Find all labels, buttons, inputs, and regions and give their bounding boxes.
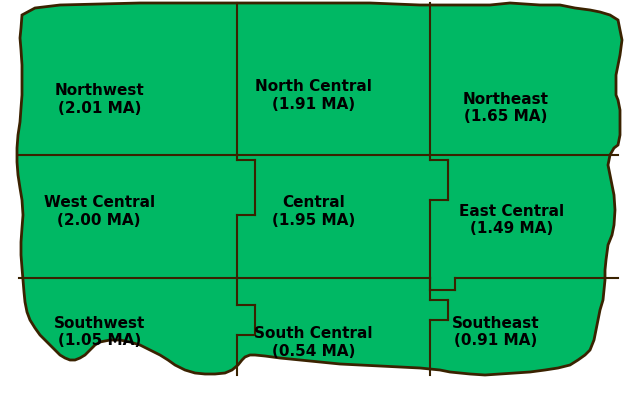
Text: Southeast
(0.91 MA): Southeast (0.91 MA)	[452, 316, 540, 348]
Text: West Central
(2.00 MA): West Central (2.00 MA)	[44, 195, 155, 228]
Text: South Central
(0.54 MA): South Central (0.54 MA)	[254, 326, 373, 359]
Text: Southwest
(1.05 MA): Southwest (1.05 MA)	[54, 316, 145, 348]
Text: Central
(1.95 MA): Central (1.95 MA)	[272, 195, 355, 228]
Polygon shape	[17, 3, 622, 375]
Text: Northeast
(1.65 MA): Northeast (1.65 MA)	[463, 92, 548, 124]
Text: Northwest
(2.01 MA): Northwest (2.01 MA)	[54, 83, 144, 116]
Text: North Central
(1.91 MA): North Central (1.91 MA)	[255, 79, 372, 112]
Text: East Central
(1.49 MA): East Central (1.49 MA)	[460, 204, 564, 236]
